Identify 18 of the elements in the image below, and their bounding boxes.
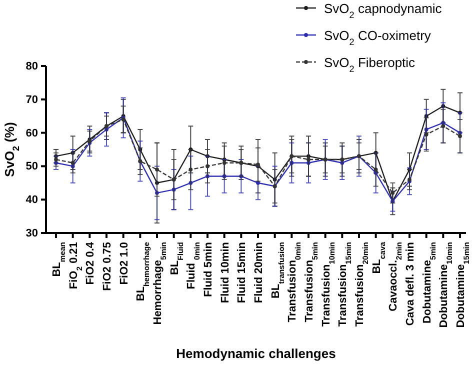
- x-tick-label: FiO2 1.0: [118, 242, 130, 285]
- legend-label: SvO$_{2}$ CO-oximetry: [324, 28, 432, 47]
- x-tick-label: Fluid 5min: [202, 242, 214, 297]
- x-tick-label: Fluid 10min: [219, 242, 232, 304]
- x-tick-label: FiO2 0.75: [102, 242, 114, 291]
- x-tick-label: Fluid 20min: [253, 242, 265, 304]
- y-tick-label: 50: [26, 160, 38, 173]
- y-tick-label: 30: [26, 228, 38, 240]
- legend-label: SvO$_{2}$ capnodynamic: [324, 1, 442, 20]
- x-tick-label: FiO2 0.4: [84, 241, 97, 285]
- y-tick-label: 40: [26, 194, 38, 206]
- y-tick-label: 80: [26, 60, 38, 73]
- y-tick-label: 60: [26, 127, 38, 140]
- x-tick-label: Fluid 15min: [236, 242, 248, 304]
- x-tick-label: Cava defl. 3 min: [404, 242, 416, 326]
- y-tick-label: 70: [26, 94, 38, 106]
- x-axis-title: Hemodynamic challenges: [176, 346, 336, 361]
- legend-label: SvO$_{2}$ Fiberoptic: [324, 55, 416, 74]
